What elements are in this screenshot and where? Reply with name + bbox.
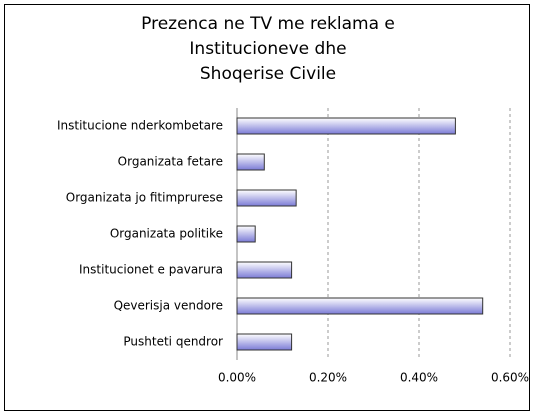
x-tick-label: 0.60%	[491, 371, 529, 385]
y-tick-label: Organizata politike	[110, 227, 223, 241]
bar	[236, 261, 293, 279]
bar	[236, 117, 456, 135]
x-tick-label: 0.00%	[218, 371, 256, 385]
y-tick-label: Qeverisja vendore	[114, 299, 223, 313]
bar	[236, 333, 293, 351]
y-tick-label: Pushteti qendror	[123, 335, 223, 349]
y-tick-label: Organizata fetare	[118, 155, 223, 169]
y-tick-label: Organizata jo fitimprurese	[66, 191, 223, 205]
chart-title: Shoqerise Civile	[200, 64, 336, 84]
bar	[236, 189, 297, 207]
x-tick-label: 0.40%	[400, 371, 438, 385]
bar	[236, 153, 265, 171]
bar	[236, 225, 256, 243]
chart-title: Institucioneve dhe	[189, 39, 346, 59]
bar	[236, 297, 484, 315]
y-tick-label: Institucionet e pavarura	[79, 263, 223, 277]
chart-title: Prezenca ne TV me reklama e	[141, 14, 395, 34]
x-tick-label: 0.20%	[309, 371, 347, 385]
y-tick-label: Institucione nderkombetare	[57, 119, 223, 133]
